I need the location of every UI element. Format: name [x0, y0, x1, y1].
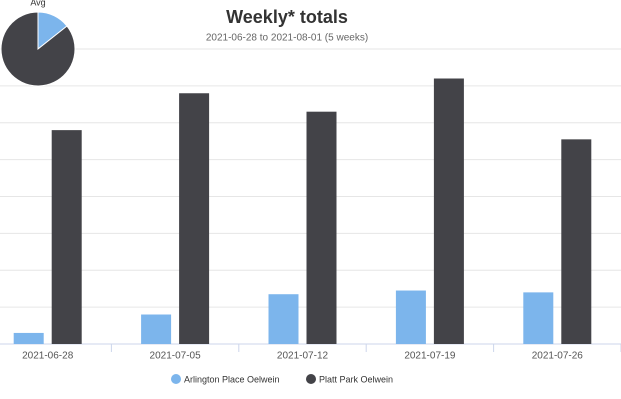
bar: [306, 111, 337, 344]
bar: [395, 290, 426, 344]
bar: [268, 294, 299, 344]
bar: [433, 78, 464, 344]
x-tick-label: 2021-07-19: [404, 351, 456, 362]
chart-title: Weekly* totals: [226, 7, 348, 27]
bar: [523, 292, 554, 344]
x-tick-label: 2021-07-26: [532, 351, 584, 362]
pie-title: Avg: [30, 0, 45, 7]
x-tick-label: 2021-06-28: [22, 351, 74, 362]
legend-label: Arlington Place Oelwein: [184, 374, 280, 384]
legend-marker: [306, 374, 316, 384]
bar: [561, 139, 592, 344]
x-tick-label: 2021-07-05: [150, 351, 202, 362]
chart-subtitle: 2021-06-28 to 2021-08-01 (5 weeks): [206, 33, 368, 44]
legend-marker: [171, 374, 181, 384]
x-tick-label: 2021-07-12: [277, 351, 329, 362]
legend-label: Platt Park Oelwein: [319, 374, 393, 384]
pie-slice: [0, 11, 76, 87]
bar: [13, 332, 44, 344]
bar: [51, 130, 82, 344]
bar: [179, 93, 210, 344]
bar: [141, 314, 172, 344]
